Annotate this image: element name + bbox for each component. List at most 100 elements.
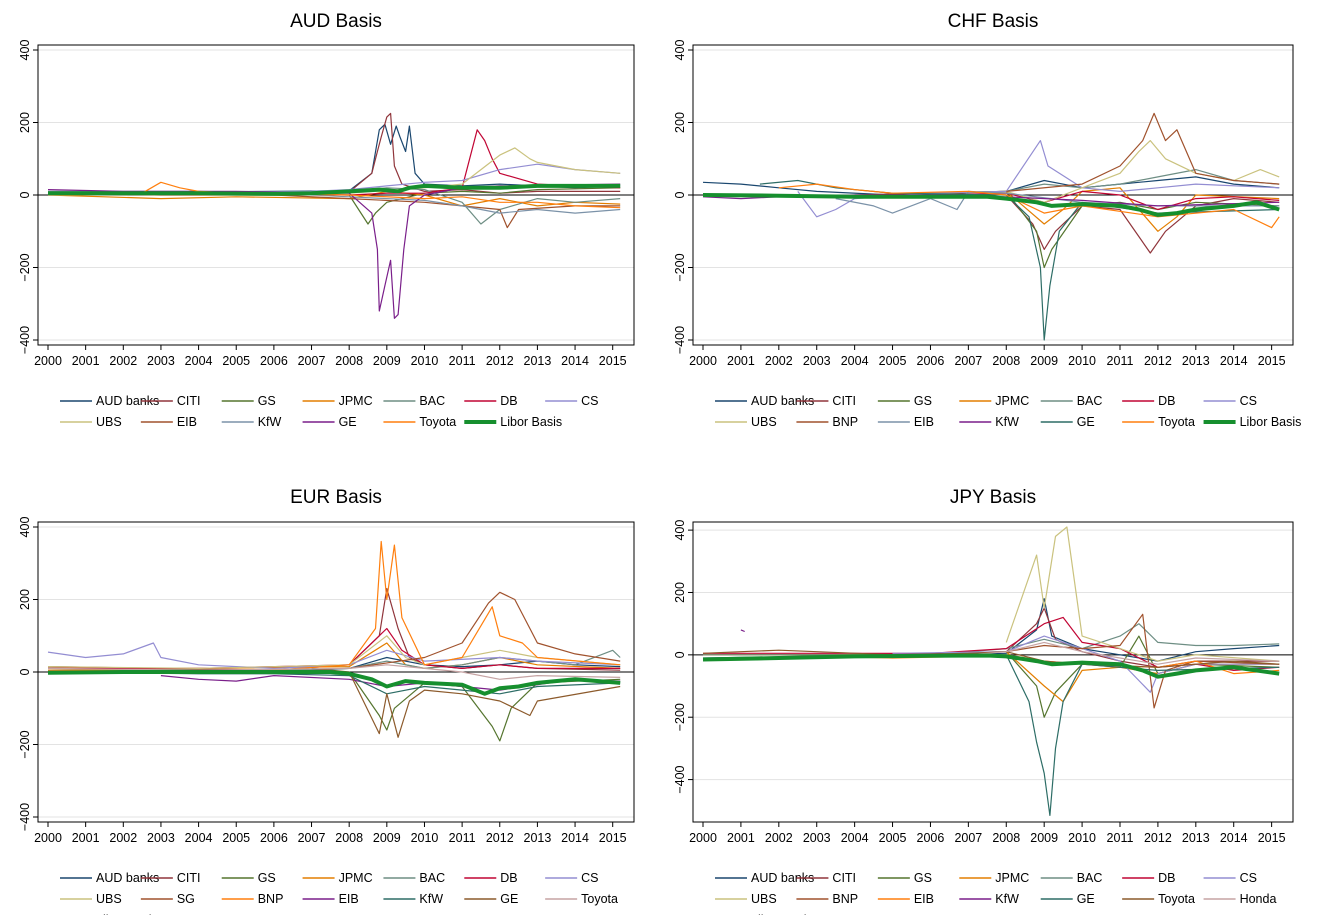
x-tick-label: 2004 — [185, 354, 213, 368]
legend-label: Honda — [1240, 892, 1277, 906]
chart-title: EUR Basis — [290, 487, 382, 508]
x-tick-label: 2013 — [524, 831, 552, 845]
legend-label: AUD banks — [96, 394, 159, 408]
y-tick-label: −200 — [18, 253, 32, 281]
series-group — [702, 526, 1280, 816]
x-tick-label: 2011 — [449, 831, 476, 845]
legend-label: Toyota — [1158, 415, 1195, 429]
legend-label: Toyota — [1158, 892, 1195, 906]
legend-label: CITI — [832, 394, 856, 408]
y-tick-label: −200 — [673, 703, 687, 731]
y-tick-label: 200 — [673, 582, 687, 603]
series-line-8 — [1005, 526, 1280, 662]
chart-panel-3: EUR Basis −400 −200 0 200 400 2000 2001 2002 2003… — [18, 487, 635, 920]
x-tick-label: 2005 — [222, 831, 250, 845]
chart-panel-1: AUD Basis −400 −200 0 200 400 2000 2001 2002 2003… — [18, 11, 635, 429]
y-tick-label: −400 — [18, 803, 32, 831]
legend-label: Libor Basis — [1240, 415, 1302, 429]
plot-frame — [37, 521, 635, 823]
legend-label: AUD banks — [751, 394, 814, 408]
series-line-7 — [797, 140, 1280, 218]
x-tick-label: 2002 — [765, 354, 793, 368]
legend-label: GS — [258, 871, 276, 885]
series-line-15 — [702, 653, 1280, 679]
x-tick-label: 2003 — [147, 354, 175, 368]
x-tick-label: 2009 — [373, 831, 401, 845]
legend-label: GE — [1077, 892, 1095, 906]
plot-frame — [692, 521, 1294, 823]
series-line-6 — [703, 616, 1280, 671]
series-line-6 — [48, 627, 621, 669]
y-tick-label: 400 — [673, 520, 687, 541]
y-tick-label: −400 — [673, 326, 687, 354]
plot-frame — [692, 44, 1294, 346]
legend-label: AUD banks — [96, 871, 159, 885]
legend-label: JPMC — [339, 871, 373, 885]
x-tick-label: 2004 — [185, 831, 213, 845]
y-tick-label: 0 — [673, 191, 687, 198]
y-tick-label: 200 — [18, 112, 32, 133]
legend-label: BAC — [419, 394, 445, 408]
x-tick-label: 2012 — [1144, 831, 1172, 845]
legend-label: DB — [1158, 871, 1175, 885]
x-tick-label: 2008 — [992, 354, 1020, 368]
series-line-2 — [854, 192, 1280, 254]
series-group — [702, 112, 1280, 341]
x-tick-label: 2005 — [879, 354, 907, 368]
x-tick-label: 2012 — [1144, 354, 1172, 368]
x-tick-label: 2009 — [1030, 831, 1058, 845]
legend-label: BAC — [1077, 871, 1103, 885]
legend-label: CITI — [177, 394, 201, 408]
x-tick-label: 2006 — [260, 831, 288, 845]
x-tick-label: 2007 — [954, 831, 982, 845]
y-tick-label: −400 — [18, 326, 32, 354]
series-line-13 — [778, 183, 1280, 229]
series-line-6 — [930, 190, 1280, 211]
legend-label: CS — [581, 394, 598, 408]
y-tick-label: 400 — [18, 517, 32, 538]
x-tick-label: 2011 — [449, 354, 476, 368]
legend-label: GS — [914, 871, 932, 885]
x-tick-label: 2000 — [689, 831, 717, 845]
legend-label: GE — [339, 415, 357, 429]
legend-label: EIB — [914, 415, 934, 429]
x-tick-label: 2011 — [1107, 831, 1134, 845]
x-tick-label: 2010 — [1068, 354, 1096, 368]
series-line-9 — [1006, 112, 1280, 192]
y-tick-label: 0 — [18, 191, 32, 198]
y-tick-label: 200 — [673, 112, 687, 133]
series-line-9 — [1006, 613, 1280, 709]
plot-frame — [37, 44, 635, 346]
series-line-2 — [48, 112, 621, 194]
legend-label: AUD banks — [751, 871, 814, 885]
x-tick-label: 2009 — [1030, 354, 1058, 368]
x-tick-label: 2015 — [1258, 354, 1286, 368]
legend-label: KfW — [419, 892, 443, 906]
series-line-8 — [47, 635, 621, 669]
x-tick-label: 2012 — [486, 354, 514, 368]
x-tick-label: 2014 — [1220, 354, 1248, 368]
chart-title: AUD Basis — [290, 11, 382, 32]
legend-label: EIB — [339, 892, 359, 906]
x-tick-label: 2008 — [335, 831, 363, 845]
legend-label: CS — [581, 871, 598, 885]
x-tick-label: 2006 — [917, 354, 945, 368]
x-tick-label: 2000 — [34, 831, 62, 845]
x-tick-label: 2014 — [561, 831, 589, 845]
series-line-13 — [311, 667, 621, 738]
x-tick-label: 2002 — [109, 831, 137, 845]
y-tick-label: 400 — [18, 40, 32, 61]
series-line-5 — [930, 169, 1280, 194]
chart-panel-2: CHF Basis −400 −200 0 200 400 2000 2001 2002 2003… — [673, 11, 1301, 429]
x-tick-label: 2001 — [72, 354, 100, 368]
x-tick-label: 2012 — [486, 831, 514, 845]
x-tick-label: 2008 — [335, 354, 363, 368]
x-tick-label: 2000 — [689, 354, 717, 368]
x-tick-label: 2015 — [599, 354, 627, 368]
legend-label: BAC — [1077, 394, 1103, 408]
legend-label: KfW — [995, 415, 1019, 429]
legend-label: BNP — [832, 415, 858, 429]
x-tick-label: 2002 — [109, 354, 137, 368]
